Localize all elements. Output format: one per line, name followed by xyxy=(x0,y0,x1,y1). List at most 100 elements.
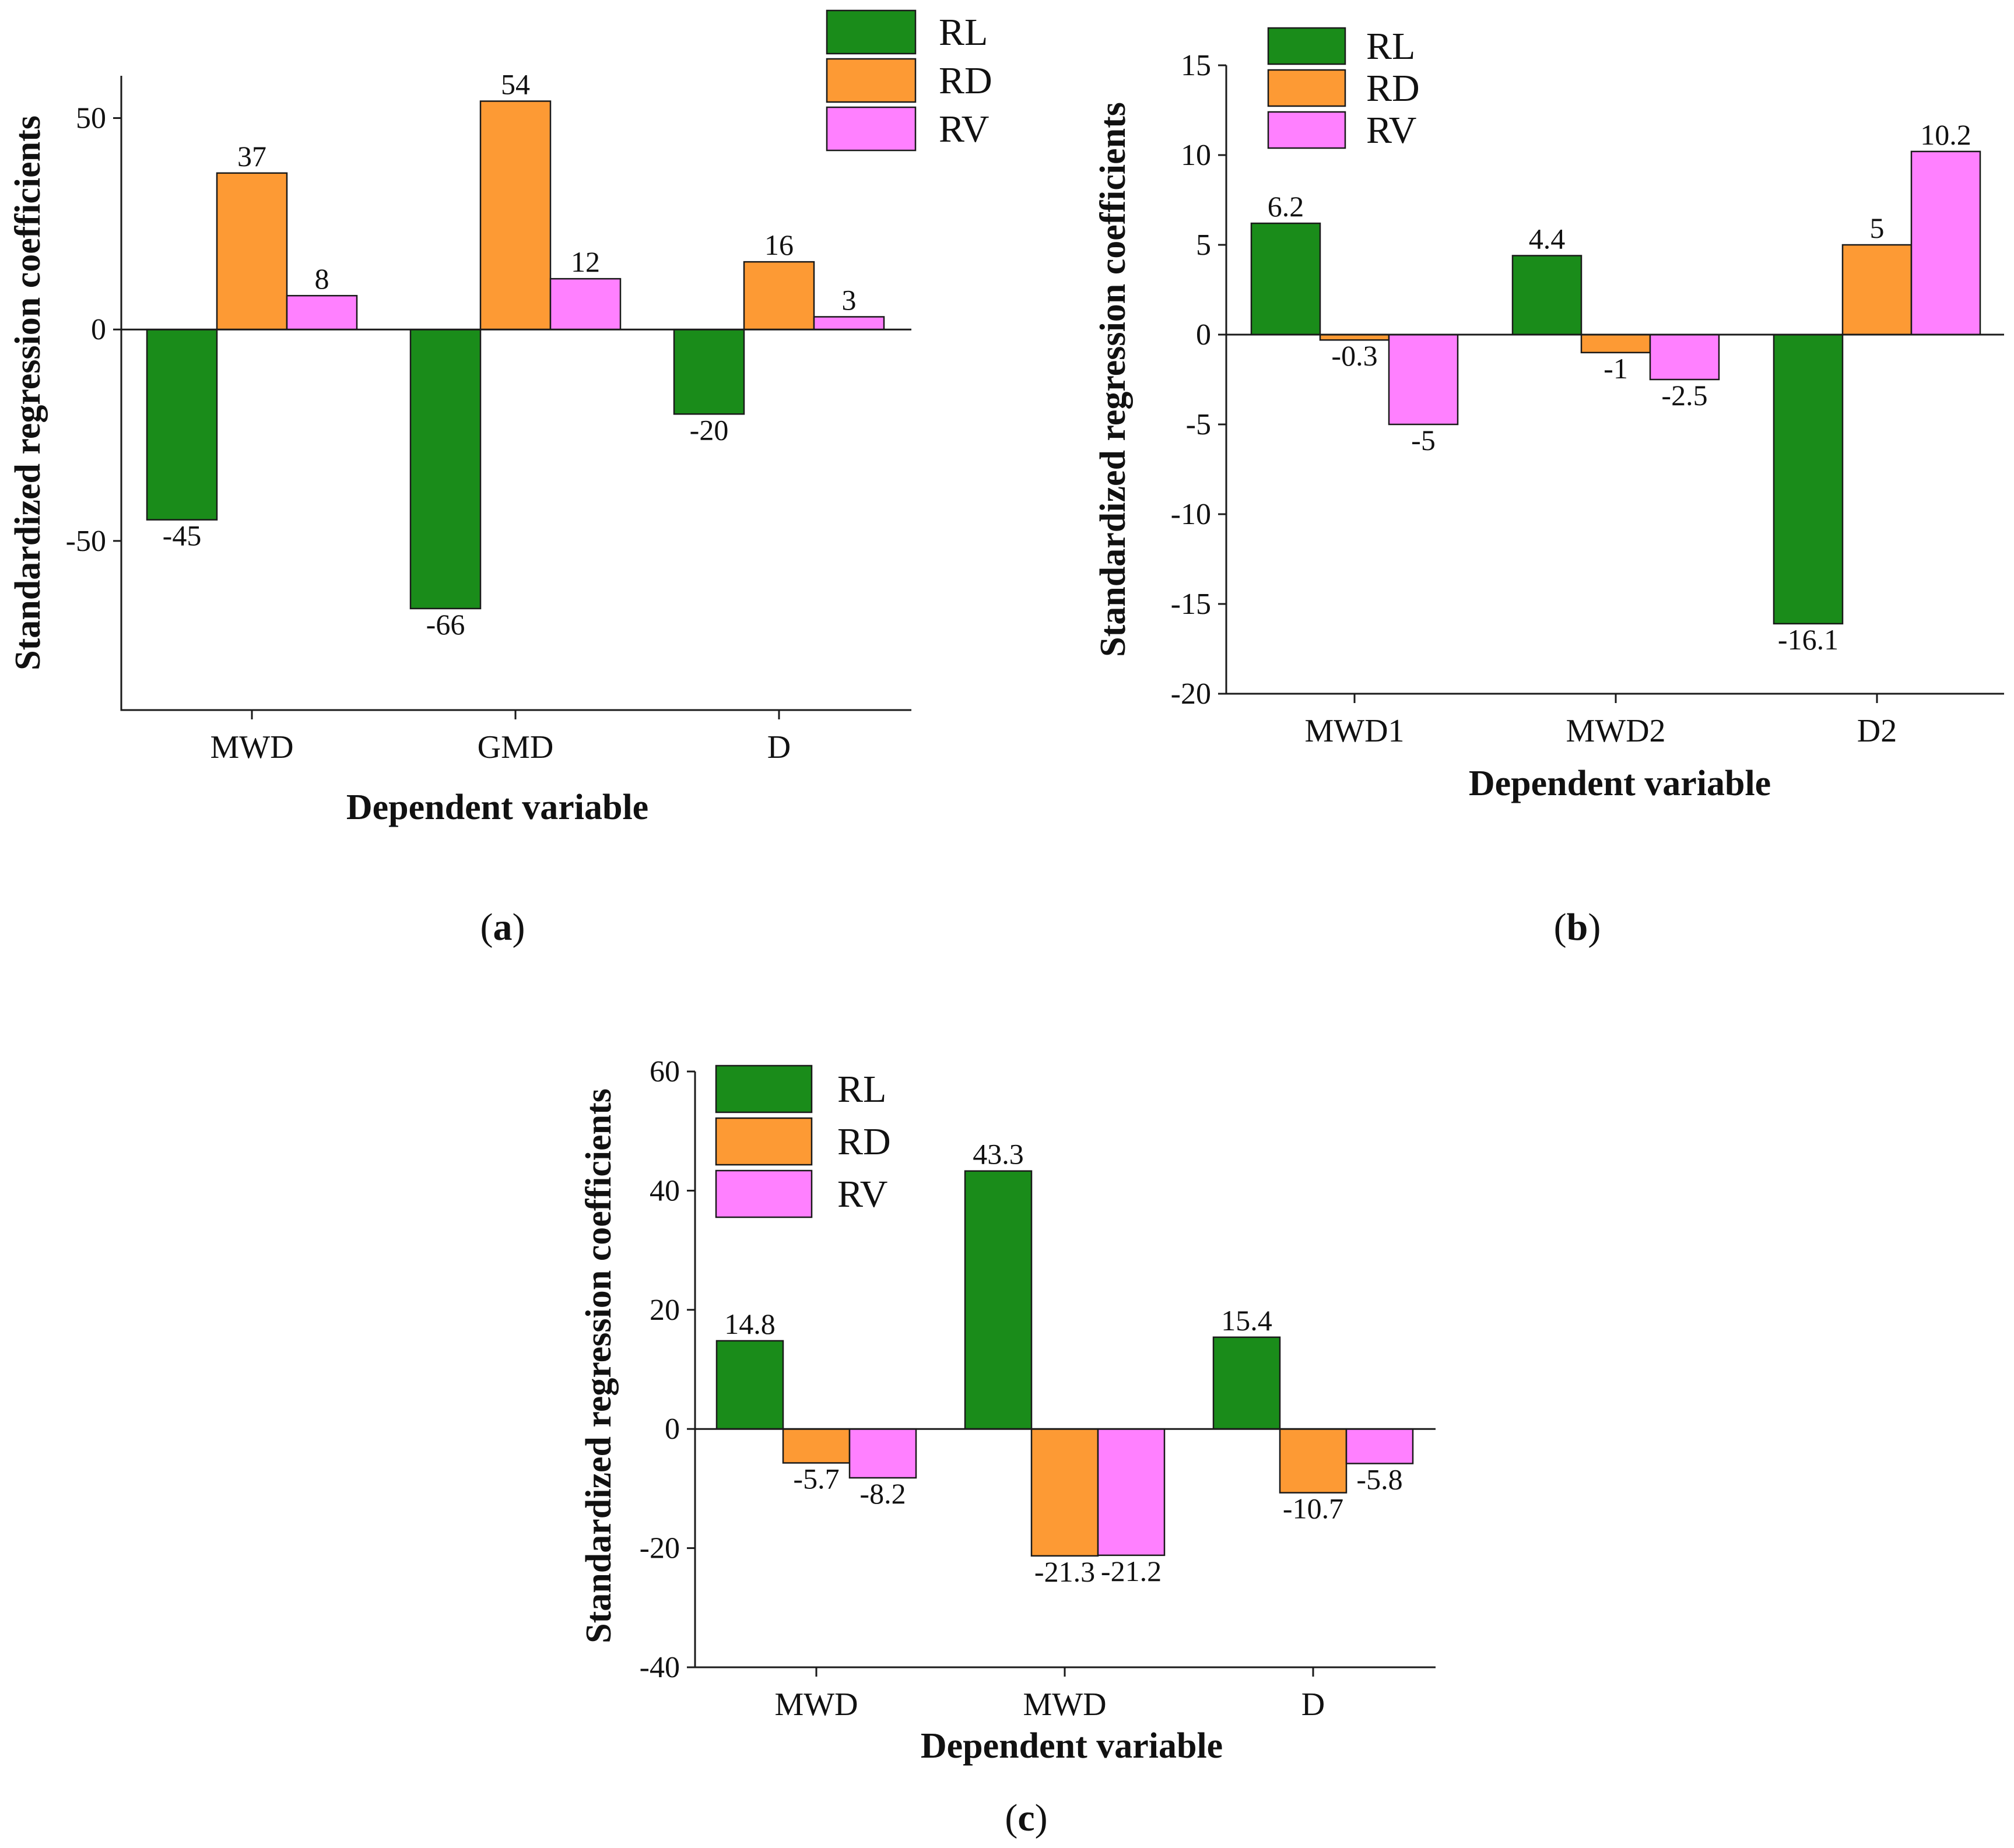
y-axis-title: Standardized regression coefficients xyxy=(579,1088,619,1643)
bar-rd-mwd-0 xyxy=(782,1428,851,1464)
bar-rv-d-2 xyxy=(1345,1428,1414,1464)
y-tick-label-5: 60 xyxy=(650,1055,680,1088)
data-label-rl-0: 14.8 xyxy=(724,1308,776,1340)
legend-swatch-rv xyxy=(1267,111,1346,149)
legend-swatch-rl xyxy=(826,9,917,55)
legend-label-rl: RL xyxy=(837,1068,886,1111)
bar-rl-mwd-0 xyxy=(146,328,218,521)
x-category-label-1: MWD xyxy=(1023,1687,1106,1723)
panel-label-part: ( xyxy=(1554,906,1567,948)
y-tick-label-4: 40 xyxy=(650,1174,680,1207)
x-category-label-0: MWD1 xyxy=(1304,713,1404,749)
y-tick-label-1: 0 xyxy=(91,313,106,346)
data-label-rv-1: 12 xyxy=(571,245,600,278)
x-category-label-2: D xyxy=(1301,1687,1325,1723)
bar-rl-d2-2 xyxy=(1773,333,1844,625)
legend-label-rv: RV xyxy=(1366,109,1416,152)
data-label-rd-1: 54 xyxy=(501,68,530,101)
bar-rl-mwd-0 xyxy=(715,1340,784,1430)
y-tick-label-1: -15 xyxy=(1171,588,1211,621)
y-tick-label-0: -40 xyxy=(640,1651,680,1684)
data-label-rd-0: -5.7 xyxy=(793,1462,839,1495)
x-axis-title: Dependent variable xyxy=(1469,764,1771,803)
data-label-rd-0: -0.3 xyxy=(1331,339,1377,372)
x-axis-title: Dependent variable xyxy=(921,1726,1223,1766)
y-axis-title: Standardized regression coefficients xyxy=(8,115,48,670)
bar-rv-mwd-1 xyxy=(1097,1428,1166,1557)
y-tick-label-3: -5 xyxy=(1186,408,1211,441)
bar-rl-d-2 xyxy=(673,328,745,415)
panel-label: (a) xyxy=(480,906,525,948)
data-label-rl-0: 6.2 xyxy=(1268,190,1304,223)
data-label-rl-2: 15.4 xyxy=(1221,1304,1272,1337)
data-label-rv-0: -8.2 xyxy=(859,1477,906,1510)
bar-rv-d2-2 xyxy=(1910,150,1981,336)
panel-label-part: b xyxy=(1567,906,1588,948)
chart-panel-a: -45 -66 -20 37 54 16 8 12 3 -50 0 50 MWD GMD D RL RD RV St… xyxy=(8,9,992,948)
y-tick-label-0: -20 xyxy=(1171,677,1211,711)
data-label-rd-2: 16 xyxy=(764,229,794,261)
bar-rl-mwd-1 xyxy=(964,1170,1033,1430)
y-tick-label-4: 0 xyxy=(1196,318,1211,352)
bar-rv-mwd-0 xyxy=(286,294,358,331)
data-label-rv-1: -2.5 xyxy=(1661,379,1707,412)
x-category-label-0: MWD xyxy=(774,1687,858,1723)
bar-rd-d2-2 xyxy=(1841,244,1913,336)
x-axis-title: Dependent variable xyxy=(346,788,648,827)
data-label-rl-2: -16.1 xyxy=(1778,623,1838,656)
data-label-rd-1: -21.3 xyxy=(1034,1555,1095,1588)
legend-swatch-rd xyxy=(826,58,917,103)
data-label-rl-1: 43.3 xyxy=(973,1138,1024,1171)
panel-label-part: c xyxy=(1017,1797,1034,1839)
data-label-rd-1: -1 xyxy=(1604,352,1628,385)
legend-label-rv: RV xyxy=(837,1173,887,1215)
data-label-rl-1: 4.4 xyxy=(1529,222,1566,255)
bar-rv-d-2 xyxy=(813,316,885,331)
bar-rv-mwd-0 xyxy=(848,1428,917,1479)
bar-rd-d-2 xyxy=(743,261,815,331)
panel-label-part: ( xyxy=(1005,1797,1017,1839)
panel-label-part: ( xyxy=(480,906,493,948)
y-tick-label-5: 5 xyxy=(1196,229,1211,262)
y-tick-label-7: 15 xyxy=(1181,49,1211,82)
legend-swatch-rl xyxy=(715,1064,813,1113)
panel-label-part: ) xyxy=(513,906,525,948)
panel-label: (b) xyxy=(1554,906,1601,948)
data-label-rd-2: 5 xyxy=(1870,212,1885,244)
data-label-rl-2: -20 xyxy=(690,413,729,446)
bar-rl-mwd1-0 xyxy=(1250,222,1321,336)
bar-rd-mwd2-1 xyxy=(1580,333,1651,354)
legend-swatch-rl xyxy=(1267,27,1346,65)
data-label-rv-0: 8 xyxy=(315,262,329,295)
panel-label-part: a xyxy=(493,906,513,948)
legend-swatch-rd xyxy=(715,1117,813,1166)
data-label-rd-0: 37 xyxy=(237,140,266,173)
y-tick-label-2: 0 xyxy=(665,1413,680,1446)
y-tick-label-1: -20 xyxy=(640,1532,680,1565)
y-tick-label-6: 10 xyxy=(1181,139,1211,172)
panel-label-part: ) xyxy=(1035,1797,1048,1839)
bar-rd-mwd-0 xyxy=(216,172,288,331)
legend-swatch-rv xyxy=(826,106,917,152)
bar-rl-mwd2-1 xyxy=(1511,255,1583,336)
data-label-rl-0: -45 xyxy=(163,519,202,552)
legend-label-rl: RL xyxy=(1366,25,1415,68)
legend-label-rd: RD xyxy=(1366,67,1420,110)
legend-label-rd: RD xyxy=(939,59,992,102)
panel-label: (c) xyxy=(1005,1797,1047,1839)
data-label-rv-0: -5 xyxy=(1411,424,1436,456)
data-label-rv-1: -21.2 xyxy=(1101,1555,1162,1587)
x-category-label-1: GMD xyxy=(478,729,554,765)
y-tick-label-3: 20 xyxy=(650,1294,680,1327)
axis-lines xyxy=(120,76,911,711)
plot-area xyxy=(695,1071,1436,1667)
x-category-label-0: MWD xyxy=(210,729,293,765)
y-tick-label-0: -50 xyxy=(66,525,106,558)
legend-label-rv: RV xyxy=(939,108,989,150)
x-category-label-1: MWD2 xyxy=(1566,713,1665,749)
y-tick-label-2: -10 xyxy=(1171,498,1211,531)
data-label-rv-2: 3 xyxy=(842,283,857,316)
data-label-rl-1: -66 xyxy=(426,608,465,641)
bar-rd-mwd-1 xyxy=(1030,1428,1099,1557)
